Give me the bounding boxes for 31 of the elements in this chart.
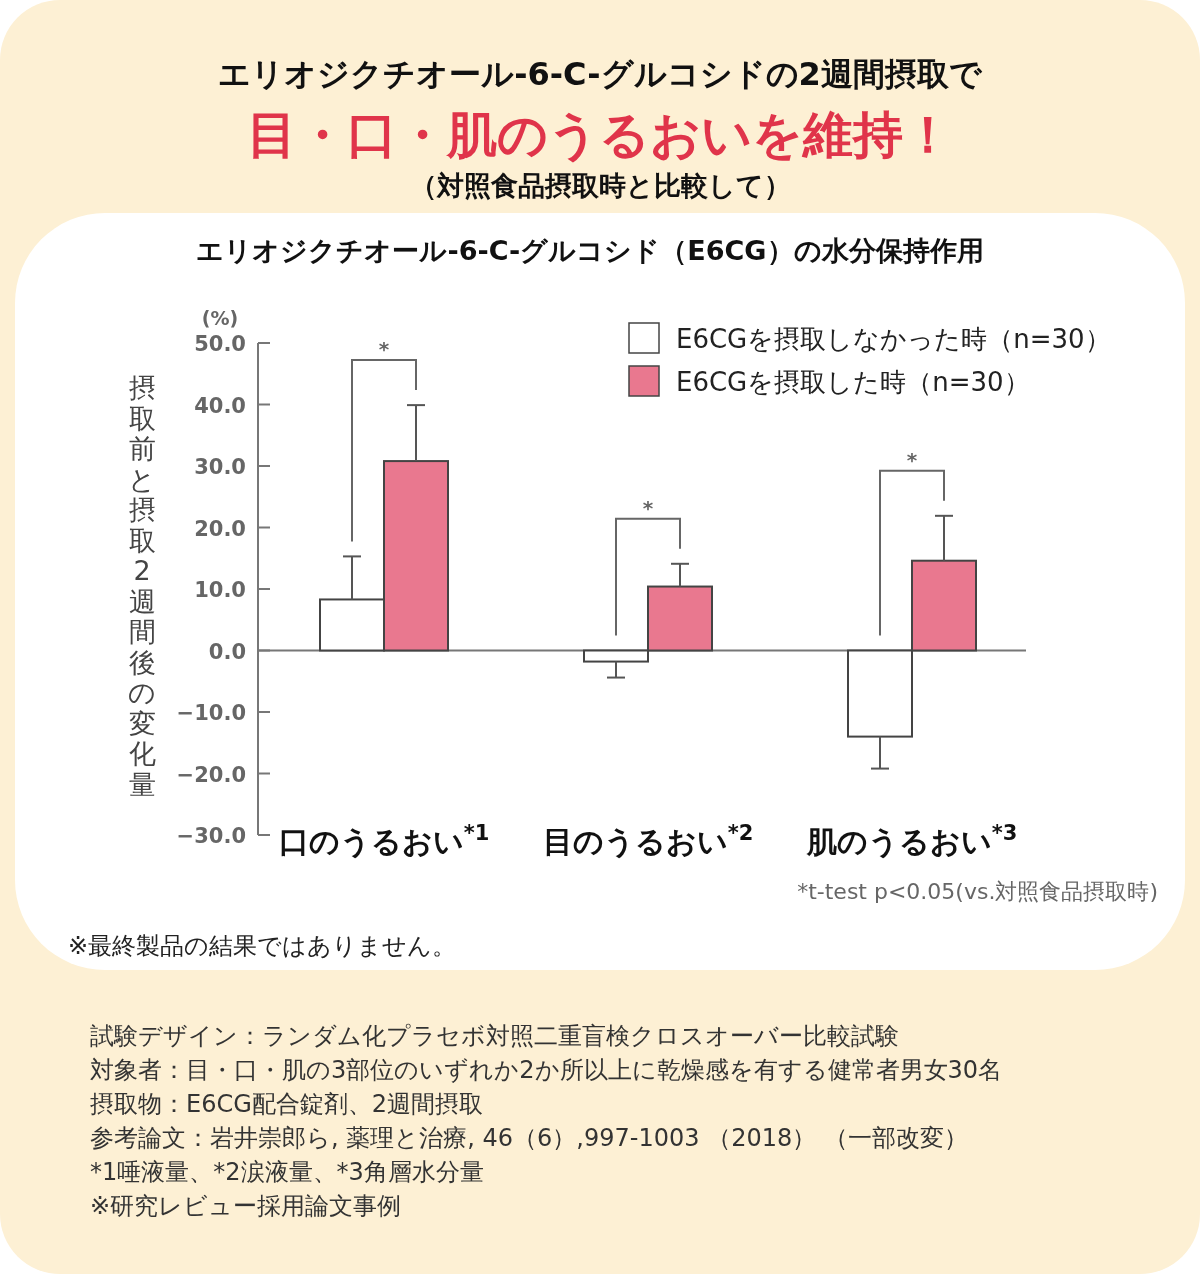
text: ※最終製品の結果ではありません。 (68, 932, 457, 960)
annotation: * (378, 337, 390, 362)
x-tick-label: 肌のうるおい$^{*3}$ (805, 821, 1018, 859)
text: （対照食品摂取時と比較して） (409, 170, 791, 201)
legend-label: E6CGを摂取した時（n=30） (676, 367, 1030, 397)
text: 参考論文：岩井崇郎ら, 薬理と治療, 46（6）,997-1003 （2018） （一部改変） (90, 1124, 968, 1152)
text: ※研究レビュー採用論文事例 (90, 1192, 402, 1220)
y-tick-label: −20.0 (176, 762, 246, 787)
chart-subtitle: 目・口・肌のうるおいを維持！ (247, 106, 953, 164)
y-tick-label: 0.0 (208, 639, 246, 664)
text: 摂取物：E6CG配合錠剤、2週間摂取 (90, 1090, 484, 1118)
chart-title: エリオジクチオール-6-C-グルコシドの2週間摂取で (218, 55, 983, 93)
text: *1唾液量、*2涙液量、*3角層水分量 (90, 1158, 484, 1186)
x-tick-label: 口のうるおい$^{*1}$ (278, 821, 490, 859)
y-tick-label: −10.0 (176, 701, 246, 725)
text: (%) (201, 307, 239, 329)
annotation: * (642, 495, 654, 520)
y-tick-label: −30.0 (176, 824, 246, 848)
y-tick-label: 20.0 (194, 516, 246, 541)
legend-label: E6CGを摂取しなかった時（n=30） (676, 324, 1111, 354)
y-tick-label: 50.0 (194, 332, 246, 356)
y-tick-label: 10.0 (194, 578, 246, 602)
x-tick-label: 目のうるおい$^{*2}$ (542, 821, 754, 859)
text: 試験デザイン：ランダム化プラセボ対照二重盲検クロスオーバー比較試験 (90, 1022, 899, 1050)
text: *t-test p<0.05(vs.対照食品摂取時) (797, 879, 1158, 904)
y-tick-label: 40.0 (194, 393, 246, 418)
annotation: * (906, 447, 918, 472)
text: 対象者：目・口・肌の3部位のいずれか2か所以上に乾燥感を有する健常者男女30名 (90, 1056, 1003, 1084)
text: 摂取前と摂取2週間後の変化量 (128, 372, 156, 800)
text: エリオジクチオール-6-C-グルコシド（E6CG）の水分保持作用 (196, 235, 984, 266)
y-tick-label: 30.0 (194, 455, 246, 479)
